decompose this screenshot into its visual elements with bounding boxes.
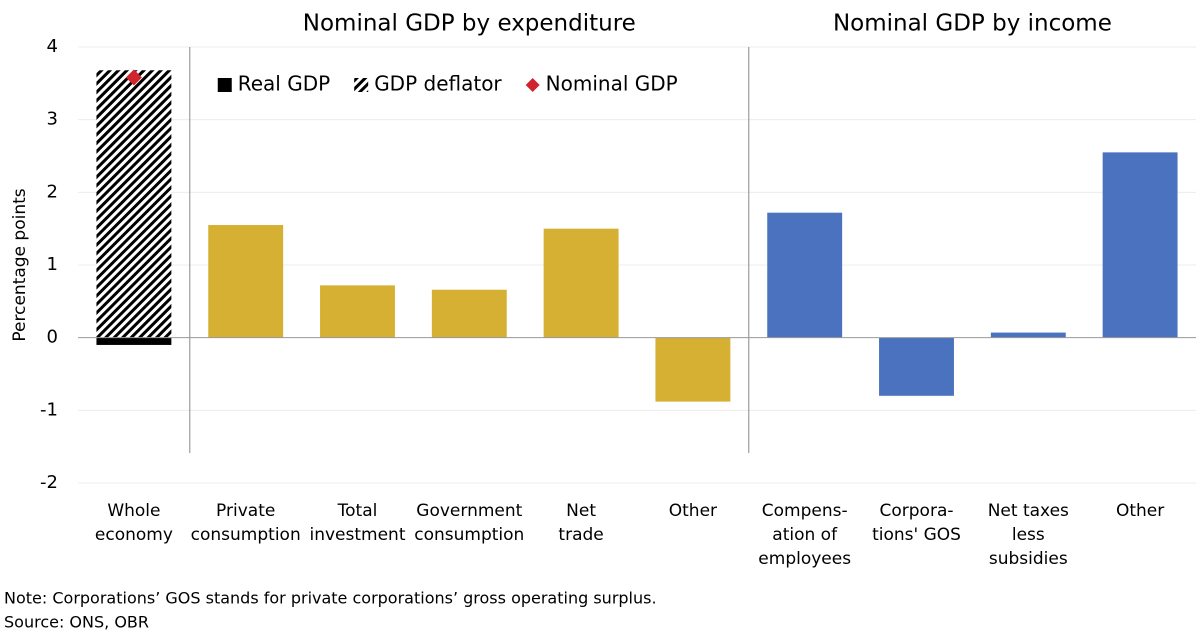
x-tick-label: Private [216, 501, 275, 521]
y-tick-label: -2 [40, 472, 58, 493]
bar [990, 332, 1066, 338]
panel-title: Nominal GDP by income [833, 11, 1112, 37]
bar [208, 225, 284, 338]
x-tick-label: Government [416, 501, 522, 521]
x-tick-label: less [1012, 525, 1045, 545]
legend-swatch [217, 78, 232, 92]
x-tick-label: Other [1116, 501, 1164, 521]
x-tick-label: consumption [191, 525, 301, 545]
y-tick-label: 4 [47, 36, 58, 57]
y-tick-label: 0 [47, 327, 58, 348]
x-tick-label: investment [310, 525, 406, 545]
x-tick-label: consumption [414, 525, 524, 545]
y-tick-label: 1 [47, 254, 58, 275]
y-axis-label: Percentage points [10, 188, 30, 341]
legend-label: GDP deflator [374, 72, 502, 96]
x-tick-label: economy [95, 525, 173, 545]
bar [767, 212, 843, 338]
legend-label: Real GDP [238, 72, 330, 96]
bar [543, 228, 619, 338]
bar [655, 337, 731, 402]
legend-swatch [525, 78, 540, 92]
bar [96, 70, 172, 338]
x-tick-label: Compens- [762, 501, 848, 521]
bar [1102, 152, 1178, 338]
legend-label: Nominal GDP [546, 72, 678, 96]
note: Note: Corporations’ GOS stands for priva… [4, 589, 657, 608]
x-tick-label: employees [758, 549, 851, 569]
x-tick-label: Net taxes [988, 501, 1069, 521]
y-tick-label: 3 [47, 109, 58, 130]
x-tick-label: Net [566, 501, 596, 521]
panel-title: Nominal GDP by expenditure [303, 11, 636, 37]
bar [431, 289, 507, 338]
bar [96, 337, 172, 345]
marker [125, 69, 142, 86]
x-tick-label: tions' GOS [872, 525, 961, 545]
x-tick-label: Total [337, 501, 378, 521]
bar [320, 285, 395, 338]
x-tick-label: Corpora- [880, 501, 954, 521]
y-tick-label: 2 [47, 181, 58, 202]
x-tick-label: trade [558, 525, 603, 545]
x-tick-label: Other [669, 501, 717, 521]
bar [879, 337, 954, 396]
x-tick-label: ation of [772, 525, 838, 545]
y-tick-label: -1 [40, 399, 58, 420]
legend-swatch [354, 78, 369, 92]
x-tick-label: subsidies [989, 549, 1068, 569]
x-tick-label: Whole [107, 501, 160, 521]
source: Source: ONS, OBR [4, 613, 149, 632]
